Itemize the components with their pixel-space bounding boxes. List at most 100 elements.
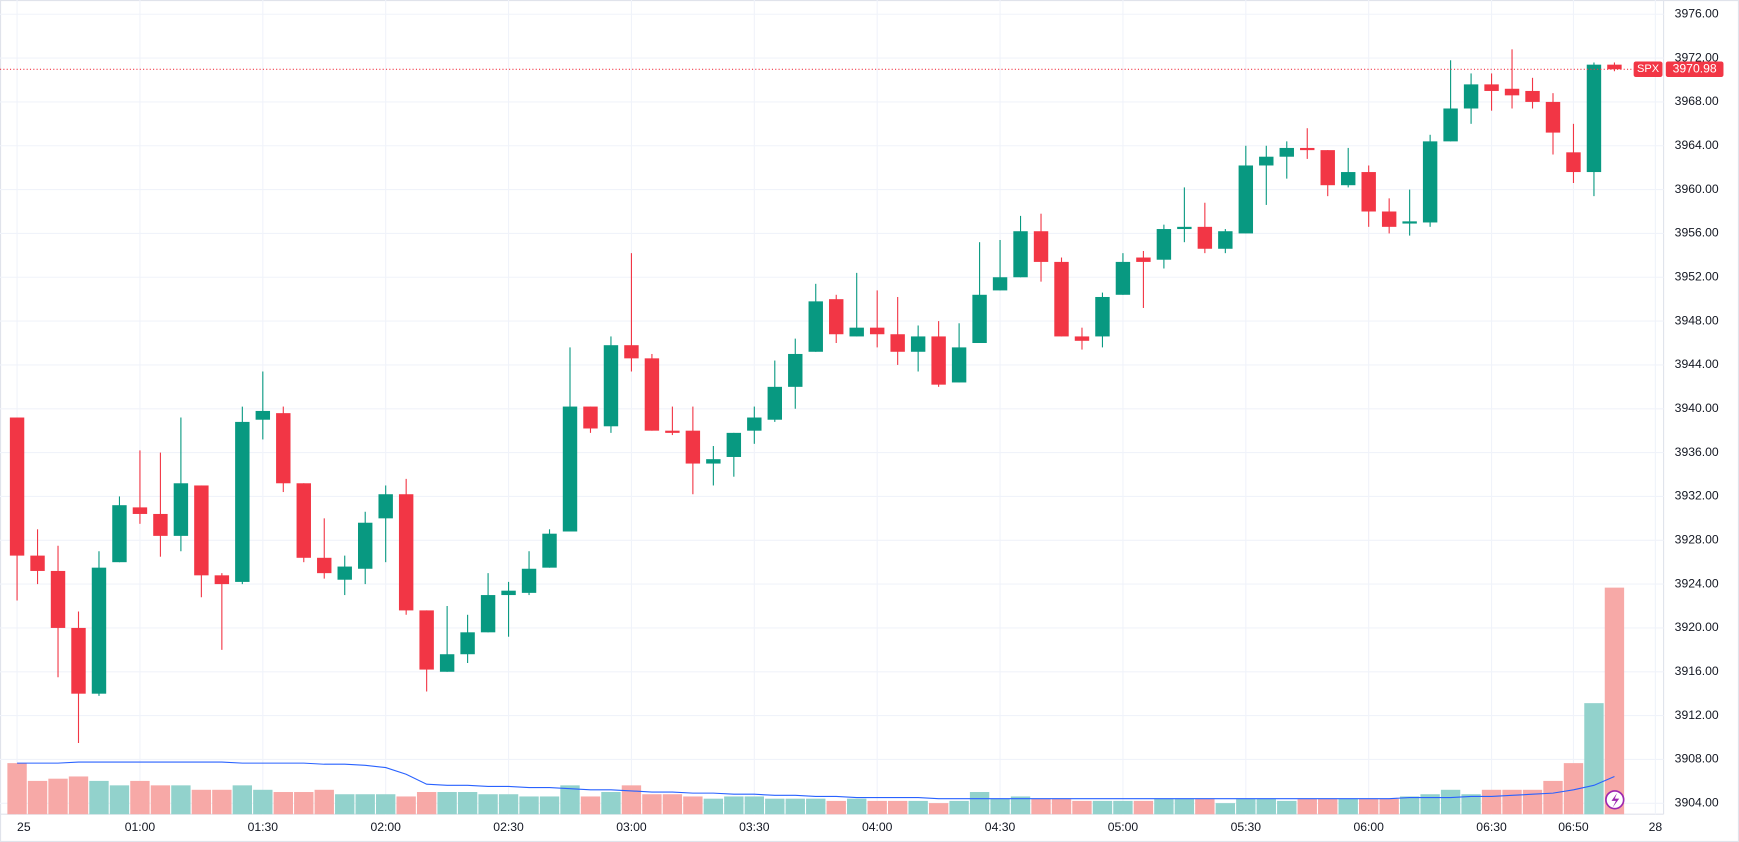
x-tick-label: 04:00	[862, 820, 893, 834]
candle-body	[1320, 150, 1335, 186]
x-tick-label: 01:00	[125, 820, 156, 834]
y-tick-label: 3948.00	[1675, 313, 1719, 327]
candle-body	[398, 494, 414, 611]
volume-bar	[212, 789, 232, 815]
volume-bar	[376, 794, 396, 815]
candle-body	[112, 505, 127, 563]
x-tick-label: 28	[1649, 820, 1663, 834]
candle-body	[829, 299, 844, 335]
y-tick-label: 3920.00	[1675, 620, 1719, 634]
y-tick-label: 3976.00	[1675, 6, 1719, 20]
y-tick-label: 3964.00	[1675, 138, 1719, 152]
candle-body	[1586, 64, 1602, 173]
candle-body	[235, 421, 250, 582]
y-tick-label: 3972.00	[1675, 50, 1719, 64]
volume-bar	[1440, 789, 1461, 815]
candle-body	[685, 430, 701, 464]
volume-bar	[1092, 800, 1113, 815]
volume-bar	[1338, 798, 1358, 815]
candle-body	[1607, 64, 1622, 70]
candle-body	[1054, 261, 1069, 337]
x-tick-label: 01:30	[248, 820, 279, 834]
y-tick-label: 3960.00	[1675, 182, 1719, 196]
candle-body	[1566, 152, 1581, 173]
volume-bar	[621, 785, 642, 815]
candle-body	[910, 336, 926, 352]
candle-body	[9, 417, 25, 556]
x-tick-label: 03:30	[739, 820, 770, 834]
volume-bar	[68, 776, 89, 815]
y-tick-label: 3952.00	[1675, 269, 1719, 283]
volume-bar	[826, 800, 846, 815]
y-tick-label: 3936.00	[1675, 445, 1719, 459]
volume-bar	[232, 785, 253, 815]
candle-body	[706, 459, 721, 464]
volume-bar	[109, 785, 130, 815]
volume-bar	[539, 796, 560, 815]
volume-bar	[990, 798, 1010, 815]
candle-body	[276, 413, 291, 484]
grid	[0, 0, 1664, 815]
candle-body	[1115, 261, 1131, 295]
candle-body	[1095, 296, 1110, 337]
candle-body	[1463, 84, 1479, 109]
candle-body	[358, 522, 373, 569]
volume-bar	[928, 803, 949, 815]
candle-body	[480, 595, 496, 633]
candle-body	[788, 353, 803, 387]
volume-bar	[580, 796, 601, 815]
volume-bar	[1563, 763, 1584, 815]
candle-body	[1156, 229, 1172, 260]
candle-body	[951, 347, 967, 383]
candle-body	[1443, 108, 1458, 142]
x-tick-label: 02:00	[370, 820, 401, 834]
symbol-badge	[1633, 61, 1663, 78]
candle-body	[1422, 141, 1438, 223]
volume-bar	[294, 792, 314, 815]
candle-body	[972, 294, 987, 344]
y-tick-label: 3924.00	[1675, 576, 1719, 590]
candle-body	[583, 406, 598, 429]
candle-body	[460, 632, 475, 655]
candle-body	[1177, 226, 1192, 230]
candle-body	[501, 590, 516, 596]
volume-bar	[519, 796, 539, 815]
candle-body	[992, 277, 1008, 291]
candle-body	[747, 417, 762, 431]
candle-body	[214, 575, 230, 585]
candle-body	[153, 513, 168, 536]
candle-body	[1361, 172, 1376, 212]
volume-bar	[683, 796, 703, 815]
volume-bar	[478, 794, 498, 815]
y-tick-label: 3916.00	[1675, 664, 1719, 678]
volume-bar	[191, 789, 212, 815]
volume-bar	[457, 792, 478, 815]
candle-body	[1504, 88, 1520, 96]
candle-body	[767, 386, 782, 420]
volume-bar	[171, 785, 191, 815]
candle-body	[132, 507, 148, 514]
axes: 3904.00 3908.00 3912.00 3916.00 3920.00 3924.…	[0, 6, 1724, 834]
volume-bar	[949, 800, 969, 815]
candle-body	[1218, 231, 1233, 249]
volume-bar	[1399, 796, 1420, 815]
x-tick-label: 06:50	[1558, 820, 1589, 834]
y-tick-label: 3928.00	[1675, 532, 1719, 546]
candle-body	[521, 568, 537, 593]
volume-bar	[1461, 794, 1481, 815]
candle-body	[562, 406, 578, 532]
volume-bar	[887, 800, 908, 815]
volume-bar	[1215, 803, 1236, 815]
candle-body	[1013, 231, 1028, 278]
candle-body	[91, 567, 107, 694]
volume-bar	[1420, 794, 1440, 815]
volume-bar	[744, 796, 764, 815]
volume-bar	[1072, 800, 1092, 815]
candle-body	[194, 485, 209, 576]
volume-bar	[48, 778, 68, 815]
volume-bar	[1297, 798, 1317, 815]
volume-bar	[1236, 798, 1256, 815]
volume-bar	[1051, 798, 1072, 815]
volume-bar	[498, 794, 519, 815]
y-tick-label: 3968.00	[1675, 94, 1719, 108]
